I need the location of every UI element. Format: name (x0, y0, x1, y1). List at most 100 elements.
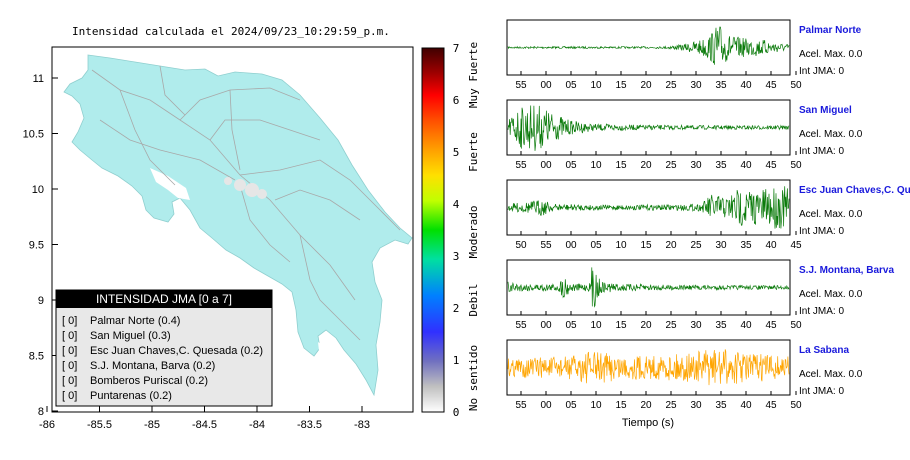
station-name: Palmar Norte (799, 25, 862, 36)
legend-item-level: [ 0] (62, 345, 77, 357)
waveform-tick-label: 35 (715, 80, 727, 91)
station-jma: Int JMA: 0 (799, 306, 844, 317)
map-x-tick-label: -86 (39, 419, 55, 431)
waveform-tick-label: 55 (515, 160, 527, 171)
waveform-tick-label: 00 (565, 240, 577, 251)
waveform-tick-label: 05 (565, 400, 577, 411)
osa-water (318, 342, 338, 368)
waveform-tick-label: 40 (765, 240, 777, 251)
waveform-tick-label: 55 (540, 240, 552, 251)
waveform-tick-label: 25 (665, 400, 677, 411)
waveform-tick-label: 20 (640, 160, 652, 171)
map-y-tick-label: 9 (38, 295, 44, 307)
station-accel: Acel. Max. 0.0 (799, 209, 863, 220)
waveform-tick-label: 45 (790, 240, 802, 251)
waveform-trace (507, 26, 790, 65)
waveform-tick-label: 35 (715, 160, 727, 171)
waveform-tick-label: 10 (590, 400, 602, 411)
station-name: Esc Juan Chaves,C. Qu (799, 185, 910, 196)
waveform-panel: 55 00 05 10 15 20 25 30 35 40 45 50 La Sabana Acel. M… (506, 339, 863, 411)
station-name: La Sabana (799, 345, 849, 356)
waveform-tick-label: 20 (665, 240, 677, 251)
gulf-nicoya (150, 168, 190, 200)
waveform-tick-label: 25 (665, 160, 677, 171)
station-jma: Int JMA: 0 (799, 66, 844, 77)
colorbar-tick-label: 4 (453, 198, 460, 211)
waveform-tick-label: 20 (640, 400, 652, 411)
waveform-tick-label: 00 (540, 320, 552, 331)
waveform-tick-label: 10 (590, 160, 602, 171)
waveform-trace (507, 186, 790, 229)
waveform-tick-label: 55 (515, 80, 527, 91)
waveform-panels: 55 00 05 10 15 20 25 30 35 40 45 50 Palmar Norte Acel… (506, 19, 910, 411)
waveform-trace (507, 267, 790, 308)
waveform-tick-label: 50 (790, 320, 802, 331)
colorbar-tick-label: 1 (453, 354, 460, 367)
map-y-tick-label: 9.5 (29, 240, 44, 252)
map-x-tick-label: -84 (249, 419, 265, 431)
waveform-tick-label: 10 (590, 80, 602, 91)
legend-title: INTENSIDAD JMA [0 a 7] (96, 292, 232, 306)
waveform-tick-label: 35 (715, 320, 727, 331)
waveform-tick-label: 10 (590, 320, 602, 331)
colorbar-category: Fuerte (467, 132, 480, 172)
colorbar-tick-label: 6 (453, 94, 460, 107)
waveform-trace (507, 105, 790, 151)
waveform-tick-label: 55 (515, 400, 527, 411)
waveform-tick-label: 15 (640, 240, 652, 251)
legend-item-text: Bomberos Puriscal (0.2) (90, 375, 208, 387)
legend-box (55, 289, 273, 407)
station-jma: Int JMA: 0 (799, 386, 844, 397)
map-y-tick-label: 10 (32, 184, 44, 196)
waveform-tick-label: 40 (740, 320, 752, 331)
colorbar-category: Muy Fuerte (467, 42, 480, 108)
waveform-tick-label: 55 (515, 320, 527, 331)
station-accel: Acel. Max. 0.0 (799, 49, 863, 60)
waveform-tick-label: 10 (615, 240, 627, 251)
map-y-tick-label: 11 (33, 73, 44, 85)
waveform-tick-label: 50 (790, 80, 802, 91)
legend-header (56, 290, 272, 308)
waveform-tick-label: 25 (665, 80, 677, 91)
waveform-tick-label: 50 (790, 160, 802, 171)
colorbar-tick-label: 5 (453, 146, 460, 159)
waveform-tick-label: 30 (690, 80, 702, 91)
station-accel: Acel. Max. 0.0 (799, 129, 863, 140)
waveform-tick-label: 15 (615, 80, 627, 91)
map-x-tick-label: -83 (354, 419, 370, 431)
station-jma: Int JMA: 0 (799, 226, 844, 237)
legend-item-level: [ 0] (62, 375, 77, 387)
colorbar-category: Debil (467, 283, 480, 316)
station-jma: Int JMA: 0 (799, 146, 844, 157)
waveform-tick-label: 25 (690, 240, 702, 251)
waveform-tick-label: 00 (540, 160, 552, 171)
station-accel: Acel. Max. 0.0 (799, 289, 863, 300)
colorbar-strip (421, 47, 445, 413)
colorbar-tick-label: 3 (453, 250, 460, 263)
waveform-panel: 55 00 05 10 15 20 25 30 35 40 45 50 S.J. Montana, Ba… (506, 259, 894, 331)
waveform-tick-label: 05 (565, 320, 577, 331)
waveform-trace (507, 349, 790, 386)
waveform-frame (506, 339, 791, 396)
map-x-axis: -86 -85.5 -85 -84.5 -84 -83.5 -83 (39, 406, 370, 431)
waveform-tick-label: 35 (715, 400, 727, 411)
legend-item-level: [ 0] (62, 390, 77, 402)
city-cluster (224, 177, 267, 199)
map-y-axis: 11 10.5 10 9.5 9 8.5 8 (23, 73, 58, 418)
legend-item-level: [ 0] (62, 360, 77, 372)
waveform-tick-label: 15 (615, 400, 627, 411)
colorbar-category: Moderado (467, 206, 480, 259)
roads (91, 65, 401, 341)
legend-item-text: Palmar Norte (0.4) (90, 315, 180, 327)
map-x-tick-label: -85.5 (87, 419, 112, 431)
map-title: Intensidad calculada el 2024/09/23_10:29… (72, 25, 390, 38)
waveform-tick-label: 45 (765, 400, 777, 411)
legend-item-text: Puntarenas (0.2) (90, 390, 172, 402)
waveform-tick-label: 15 (615, 320, 627, 331)
waveform-tick-label: 50 (790, 400, 802, 411)
legend-item-text: San Miguel (0.3) (90, 330, 171, 342)
waveform-tick-label: 05 (590, 240, 602, 251)
waveform-tick-label: 25 (665, 320, 677, 331)
waveform-tick-label: 50 (515, 240, 527, 251)
